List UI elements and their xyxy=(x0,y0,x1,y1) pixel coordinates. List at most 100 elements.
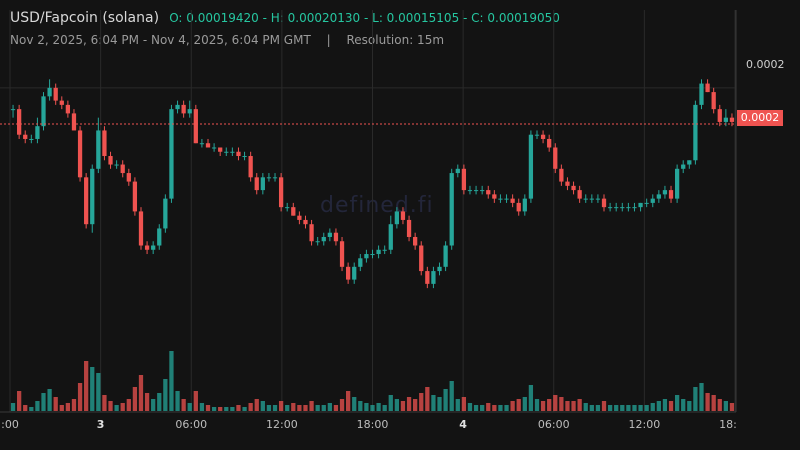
candle-body xyxy=(413,236,418,246)
volume-bar xyxy=(248,403,253,411)
candle-body xyxy=(260,177,265,191)
candle-body xyxy=(199,143,205,145)
volume-bar xyxy=(711,395,716,411)
candle-body xyxy=(662,190,668,195)
volume-bar xyxy=(626,405,631,411)
candle-body xyxy=(534,134,540,136)
pair-title: USD/Fapcoin (solana) xyxy=(10,10,160,26)
volume-bar xyxy=(449,381,454,411)
volume-bar xyxy=(650,403,655,411)
candle-body xyxy=(437,266,442,272)
volume-bar xyxy=(327,403,332,411)
candle-body xyxy=(583,198,588,200)
volume-bar xyxy=(528,385,534,411)
candle-body xyxy=(59,100,64,105)
volume-bar xyxy=(583,403,588,411)
candle-body xyxy=(431,271,436,284)
candle-body xyxy=(626,207,631,209)
volume-bar xyxy=(376,403,381,411)
volume-bar xyxy=(181,399,186,411)
volume-bar xyxy=(315,405,320,411)
volume-bar xyxy=(285,405,290,411)
volume-bar xyxy=(303,405,308,411)
volume-bar xyxy=(620,405,625,411)
candle-body xyxy=(376,249,381,255)
candle-body xyxy=(644,202,649,204)
volume-bar xyxy=(205,405,211,411)
candle-body xyxy=(443,245,448,267)
volume-bars xyxy=(10,351,735,411)
candle-body xyxy=(181,104,186,114)
volume-bar xyxy=(510,401,515,411)
candle-body xyxy=(498,198,503,200)
volume-bar xyxy=(345,391,351,411)
volume-bar xyxy=(461,397,467,411)
candle-body xyxy=(504,198,509,200)
candle-body xyxy=(668,190,674,199)
x-tick-label: 12:00 xyxy=(628,418,661,431)
volume-bar xyxy=(595,405,601,411)
volume-bar xyxy=(35,401,40,411)
candle-body xyxy=(480,190,485,192)
volume-bar xyxy=(321,405,326,411)
candle-body xyxy=(577,190,582,199)
candle-body xyxy=(571,185,576,191)
candle-body xyxy=(382,249,387,251)
volume-bar xyxy=(254,399,259,411)
x-tick-label: 18: xyxy=(719,418,737,431)
candle-body xyxy=(10,109,16,111)
candle-body xyxy=(553,147,558,169)
y-tick-label: 0.0002 xyxy=(746,58,785,71)
volume-bar xyxy=(681,399,686,411)
candle-body xyxy=(321,236,326,242)
volume-bar xyxy=(59,405,64,411)
volume-bar xyxy=(559,397,564,411)
volume-bar xyxy=(53,397,58,411)
volume-bar xyxy=(114,405,119,411)
candle-body xyxy=(711,92,716,110)
resolution-label: Resolution: 15m xyxy=(346,33,445,47)
candle-body xyxy=(650,198,655,203)
candles xyxy=(10,79,735,289)
candle-body xyxy=(169,109,174,199)
volume-bar xyxy=(674,395,680,411)
candle-body xyxy=(449,173,454,246)
candle-body xyxy=(77,130,83,178)
chart-header: USD/Fapcoin (solana) O: 0.00019420 - H: … xyxy=(10,10,560,26)
candle-body xyxy=(17,109,22,135)
volume-bar xyxy=(534,399,540,411)
candle-body xyxy=(522,198,527,212)
volume-bar xyxy=(437,397,442,411)
candle-body xyxy=(266,177,272,179)
volume-bar xyxy=(187,403,192,411)
candle-body xyxy=(254,177,259,191)
volume-bar xyxy=(132,387,138,411)
candle-body xyxy=(102,130,107,157)
candle-body xyxy=(144,245,150,250)
candle-body xyxy=(693,104,698,161)
candle-body xyxy=(352,266,357,280)
volume-bar xyxy=(473,405,479,411)
candle-body xyxy=(565,181,570,186)
volume-bar xyxy=(199,403,205,411)
candle-body xyxy=(687,160,692,165)
candle-body xyxy=(291,207,296,216)
candle-body xyxy=(614,207,619,209)
volume-bar xyxy=(47,389,52,411)
candle-body xyxy=(236,151,241,157)
candle-body xyxy=(717,109,722,122)
volume-bar xyxy=(498,405,503,411)
candle-body xyxy=(96,130,101,169)
volume-bar xyxy=(382,405,387,411)
date-range: Nov 2, 2025, 6:04 PM - Nov 4, 2025, 6:04… xyxy=(10,33,311,47)
candle-body xyxy=(358,258,363,267)
volume-bar xyxy=(668,401,674,411)
candle-body xyxy=(455,168,460,174)
candle-body xyxy=(84,177,89,225)
volume-bar xyxy=(242,407,247,411)
candle-body xyxy=(114,164,119,166)
candle-body xyxy=(473,190,479,192)
volume-bar xyxy=(388,395,393,411)
